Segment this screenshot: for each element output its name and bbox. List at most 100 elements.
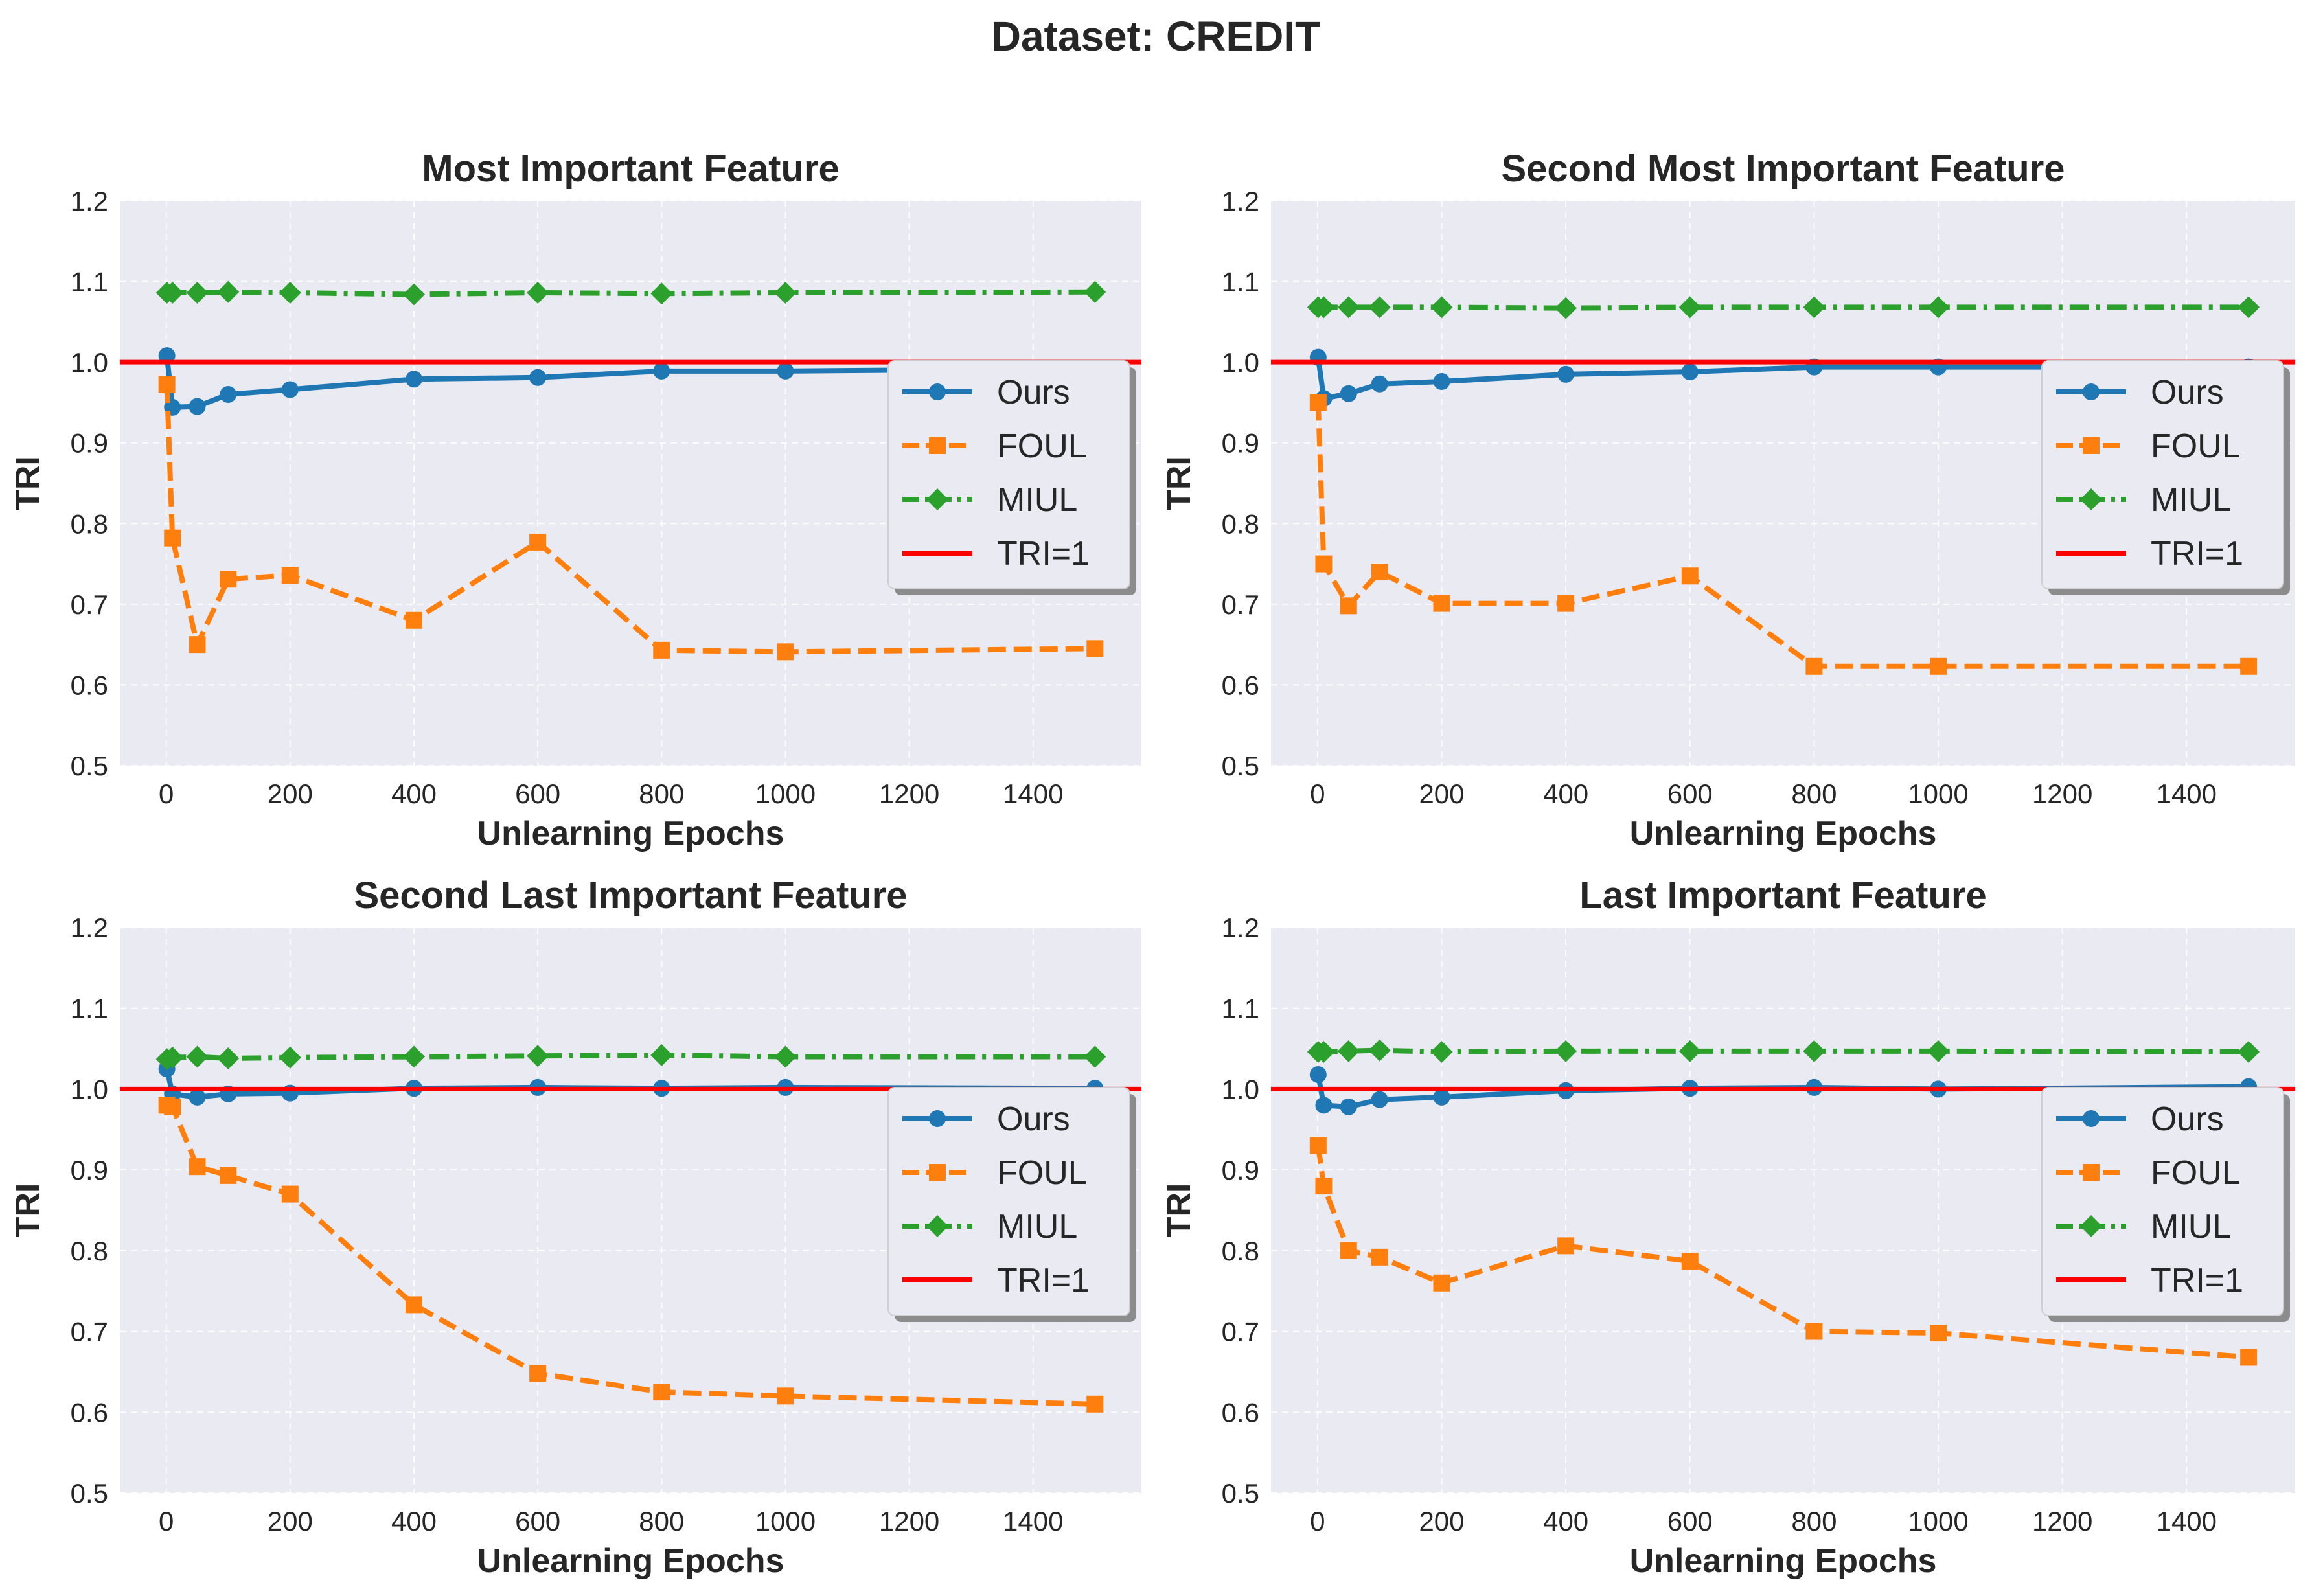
y-tick-label: 1.0: [71, 347, 108, 378]
x-tick-label: 600: [515, 779, 560, 809]
y-tick-label: 1.1: [1222, 267, 1259, 297]
subplot-4: 0.5 0.6 0.7 0.8 0.9 1.0 1.1 1.2 0 200 400 600 800 100…: [1160, 874, 2295, 1580]
legend-marker-foul: [2083, 437, 2100, 454]
data-point-miul: [1368, 1039, 1391, 1062]
legend: Ours FOUL MIUL TRI=1: [887, 360, 1136, 595]
y-tick-label: 0.8: [71, 508, 108, 539]
y-tick-label: 0.7: [71, 589, 108, 620]
data-point-foul: [1557, 595, 1575, 612]
data-point-ours: [653, 362, 670, 380]
data-point-miul: [774, 282, 797, 304]
x-tick-label: 800: [639, 1506, 684, 1536]
data-point-miul: [402, 1045, 425, 1068]
data-point-foul: [1930, 1325, 1947, 1342]
data-point-foul: [1805, 1323, 1823, 1340]
x-tick-label: 400: [391, 1506, 437, 1536]
data-point-miul: [1368, 296, 1391, 319]
legend-marker-miul: [926, 1215, 948, 1237]
data-point-miul: [1555, 1040, 1577, 1062]
data-point-miul: [527, 282, 549, 304]
y-tick-label: 1.2: [71, 186, 108, 216]
data-point-ours: [1340, 1098, 1357, 1115]
data-point-miul: [1430, 296, 1453, 319]
data-point-miul: [774, 1045, 797, 1068]
x-tick-label: 200: [1419, 779, 1464, 809]
data-point-foul: [220, 1167, 237, 1184]
legend-label: MIUL: [997, 481, 1077, 519]
y-tick-label: 0.7: [71, 1317, 108, 1347]
x-tick-label: 400: [1543, 1506, 1588, 1536]
legend-label: TRI=1: [2151, 1262, 2243, 1299]
x-tick-label: 200: [268, 779, 313, 809]
y-tick-label: 0.5: [1222, 1478, 1259, 1509]
y-tick-label: 0.6: [1222, 1397, 1259, 1428]
y-tick-label: 1.0: [1222, 347, 1259, 378]
data-point-miul: [2238, 1041, 2260, 1064]
data-point-miul: [217, 280, 240, 303]
data-point-miul: [402, 283, 425, 306]
x-axis-label: Unlearning Epochs: [1630, 1542, 1937, 1580]
x-tick-label: 1200: [879, 779, 939, 809]
x-tick-label: 0: [159, 779, 174, 809]
legend-label: TRI=1: [997, 535, 1090, 573]
figure-title: Dataset: CREDIT: [991, 13, 1321, 60]
legend-label: FOUL: [997, 1154, 1087, 1192]
x-tick-label: 1200: [879, 1506, 939, 1536]
x-tick-label: 1000: [755, 1506, 816, 1536]
data-point-ours: [1433, 373, 1450, 391]
x-tick-label: 0: [1310, 1506, 1325, 1536]
x-tick-label: 600: [1667, 779, 1713, 809]
legend-label: Ours: [997, 1100, 1070, 1138]
data-point-ours: [1371, 1091, 1388, 1108]
data-point-foul: [1340, 597, 1357, 615]
x-tick-label: 400: [391, 779, 437, 809]
data-point-foul: [1681, 567, 1699, 585]
y-tick-label: 0.5: [71, 1478, 108, 1509]
data-point-ours: [281, 381, 299, 398]
subplots: 0.5 0.6 0.7 0.8 0.9 1.0 1.1 1.2 0 200 400 600 800 100…: [9, 148, 2295, 1580]
legend-label: Ours: [2151, 1100, 2224, 1138]
data-point-ours: [777, 362, 794, 380]
data-point-ours: [1557, 365, 1575, 383]
x-tick-label: 1000: [755, 779, 816, 809]
legend-label: Ours: [2151, 374, 2224, 411]
data-point-foul: [281, 567, 299, 584]
series-group: [155, 280, 1106, 661]
y-tick-label: 0.9: [71, 1155, 108, 1185]
data-point-foul: [1805, 657, 1823, 675]
data-point-miul: [1084, 1045, 1106, 1068]
x-tick-label: 600: [515, 1506, 560, 1536]
data-point-miul: [650, 282, 673, 305]
data-point-miul: [1678, 296, 1701, 319]
y-tick-label: 1.2: [71, 913, 108, 943]
data-point-miul: [1803, 296, 1826, 319]
data-point-foul: [777, 1387, 794, 1405]
data-point-ours: [1681, 363, 1699, 381]
x-tick-label: 0: [159, 1506, 174, 1536]
data-point-foul: [2240, 1349, 2258, 1366]
data-point-ours: [1371, 375, 1388, 393]
legend-marker-ours: [929, 1110, 946, 1127]
series-line-miul: [166, 289, 1095, 297]
series-line-foul: [166, 1102, 1095, 1407]
y-tick-label: 0.9: [71, 428, 108, 459]
data-point-miul: [161, 282, 184, 304]
y-tick-label: 0.7: [1222, 589, 1259, 620]
series-line-ours: [1315, 357, 2249, 402]
legend: Ours FOUL MIUL TRI=1: [2041, 1087, 2290, 1322]
y-tick-label: 1.0: [71, 1074, 108, 1104]
series-group: [1307, 1039, 2260, 1366]
data-point-foul: [1086, 640, 1104, 657]
legend-marker-foul: [929, 1164, 946, 1181]
subplot-title: Second Last Important Feature: [354, 874, 907, 917]
legend-box: [887, 360, 1130, 589]
legend-box: [887, 1087, 1130, 1316]
data-point-miul: [186, 282, 209, 304]
data-point-foul: [1340, 1242, 1357, 1259]
legend-label: Ours: [997, 374, 1070, 411]
data-point-foul: [2240, 657, 2258, 675]
data-point-foul: [1681, 1253, 1699, 1270]
data-point-miul: [161, 1046, 184, 1069]
x-axis-label: Unlearning Epochs: [477, 815, 784, 852]
legend-label: FOUL: [997, 428, 1087, 465]
